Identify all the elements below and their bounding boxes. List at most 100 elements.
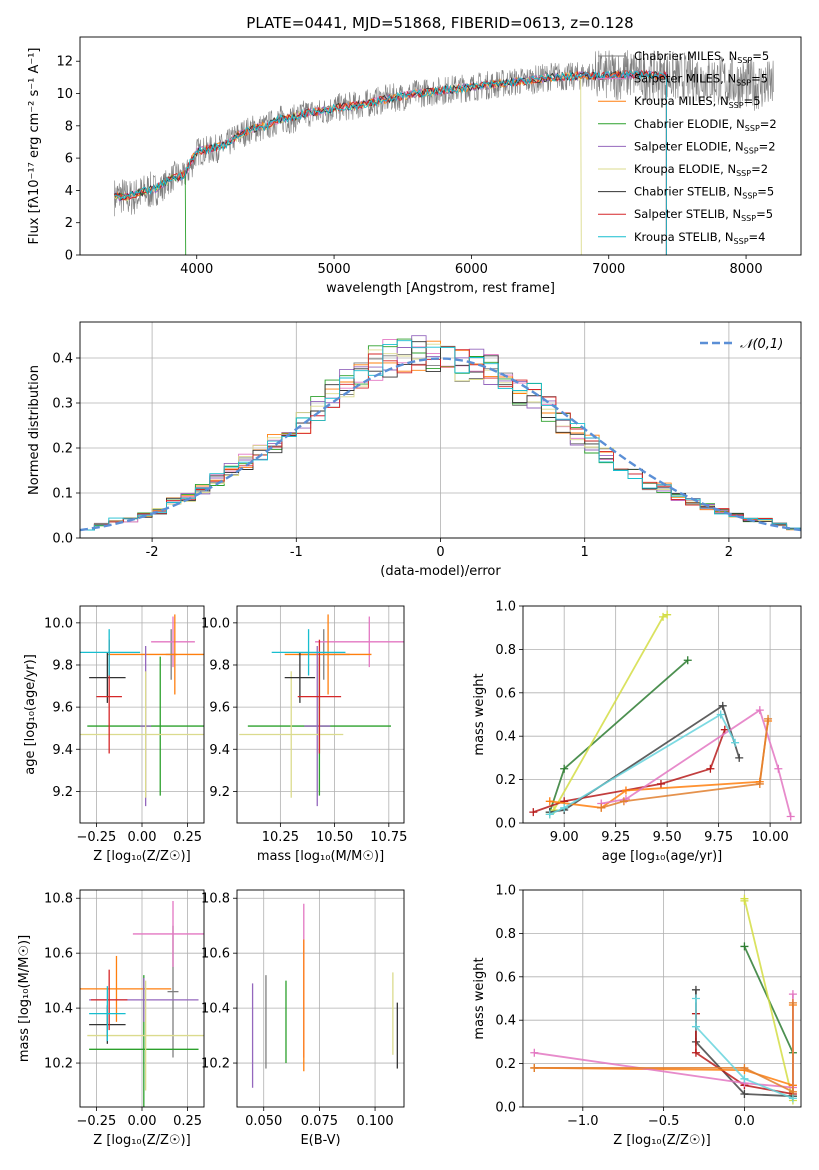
weight-vs-age-xtick-label: 9.25 xyxy=(601,830,630,845)
age-vs-z-ylabel: age [log₁₀(age/yr)] xyxy=(23,654,38,775)
weight-point xyxy=(545,797,554,806)
legend-entry: Chabrier MILES, NSSP=5 xyxy=(634,49,769,65)
residuals-xtick-label: 1 xyxy=(581,545,589,560)
weight-point xyxy=(755,706,764,715)
weight-point xyxy=(716,710,725,719)
legend-entry: Salpeter ELODIE, NSSP=2 xyxy=(634,139,776,155)
weight-line xyxy=(549,713,736,816)
mass-vs-z-ytick-label: 10.2 xyxy=(44,1057,73,1072)
mass-vs-ebv-xtick-label: 0.075 xyxy=(301,1114,338,1129)
spectrum-ytick-label: 0 xyxy=(65,249,73,264)
weight-point xyxy=(740,1074,749,1083)
spectrum-xtick-label: 6000 xyxy=(455,262,488,277)
age-vs-mass-panel: 10.25 10.50 10.75 9.2 9.4 9.6 9.8 10.0 mass [log… xyxy=(201,605,407,864)
weight-vs-age-ytick-label: 0.6 xyxy=(495,686,516,701)
mass-vs-z-ytick-label: 10.6 xyxy=(44,947,73,962)
mass-vs-z-xlabel: Z [log₁₀(Z/Z☉)] xyxy=(93,1133,190,1148)
weight-vs-z-xtick-label: −1.0 xyxy=(567,1114,599,1129)
age-vs-mass-plot-area xyxy=(239,614,404,807)
mass-vs-z-panel: −0.25 0.00 0.25 10.2 10.4 10.6 10.8 Z [log₁₀(Z/… xyxy=(17,889,205,1148)
mass-vs-z-ytick-label: 10.8 xyxy=(44,892,73,907)
residuals-ytick-label: 0.2 xyxy=(52,442,73,457)
weight-vs-age-ytick-label: 0.4 xyxy=(495,730,516,745)
age-vs-z-xtick-label: 0.25 xyxy=(173,830,202,845)
weight-vs-age-frame xyxy=(522,605,802,824)
age-vs-mass-ytick-label: 9.6 xyxy=(209,701,230,716)
spectrum-model-line xyxy=(114,70,667,255)
residuals-xtick-label: -2 xyxy=(146,545,159,560)
normal-curve xyxy=(80,357,801,532)
residuals-plot-area xyxy=(80,335,801,538)
weight-line xyxy=(695,998,794,1100)
age-vs-mass-ytick-label: 10.0 xyxy=(201,616,230,631)
normal-legend-label: 𝒩(0,1) xyxy=(740,337,783,352)
weight-vs-age-ylabel: mass weight xyxy=(472,673,487,755)
spectrum-model-line xyxy=(114,70,667,255)
weight-point xyxy=(659,612,668,621)
mass-vs-ebv-panel: 0.050 0.075 0.100 10.2 10.4 10.6 10.8 E(B-V) xyxy=(201,889,405,1148)
mass-vs-ebv-ytick-label: 10.4 xyxy=(201,1002,230,1017)
weight-point xyxy=(691,994,700,1003)
mass-vs-ebv-frame xyxy=(236,889,405,1108)
weight-vs-z-ylabel: mass weight xyxy=(472,957,487,1039)
legend-entry: Salpeter MILES, NSSP=5 xyxy=(634,72,768,88)
mass-vs-ebv-xtick-label: 0.100 xyxy=(356,1114,393,1129)
weight-vs-age-panel: 9.00 9.25 9.50 9.75 10.00 0.0 0.2 0.4 0.6 0.8 1.0 a… xyxy=(472,600,802,864)
weight-vs-age-xtick-label: 9.50 xyxy=(653,830,682,845)
weight-vs-age-plot-area xyxy=(529,610,795,821)
weight-point xyxy=(774,764,783,773)
weight-vs-z-panel: −1.0 −0.5 0.0 0.0 0.2 0.4 0.6 0.8 1.0 Z [log₁₀(Z/… xyxy=(472,884,802,1148)
weight-point xyxy=(691,985,700,994)
age-vs-z-ytick-label: 9.4 xyxy=(52,743,73,758)
age-vs-z-ytick-label: 10.0 xyxy=(44,616,73,631)
residuals-ytick-label: 0.0 xyxy=(52,532,73,547)
weight-vs-z-ytick-label: 0.8 xyxy=(495,927,516,942)
mass-vs-z-xtick-label: −0.25 xyxy=(76,1114,116,1129)
weight-point xyxy=(740,1089,749,1098)
age-vs-mass-xtick-label: 10.50 xyxy=(316,830,353,845)
spectrum-legend: Chabrier MILES, NSSP=5 Salpeter MILES, NS… xyxy=(598,49,777,246)
age-vs-mass-ytick-label: 9.8 xyxy=(209,658,230,673)
mass-vs-z-ylabel: mass [log₁₀(M/M☉)] xyxy=(17,935,32,1062)
weight-point xyxy=(788,990,797,999)
spectrum-ytick-label: 8 xyxy=(65,119,73,134)
spectrum-xtick-label: 5000 xyxy=(318,262,351,277)
weight-point xyxy=(691,1048,700,1057)
weight-point xyxy=(529,808,538,817)
residuals-panel: -2 -1 0 1 2 0.0 0.1 0.2 0.3 0.4 (data-model)/error… xyxy=(27,321,802,579)
weight-point xyxy=(786,812,795,821)
spectrum-ytick-label: 4 xyxy=(65,184,73,199)
legend-entry: Chabrier ELODIE, NSSP=2 xyxy=(634,117,777,133)
weight-point xyxy=(683,656,692,665)
legend-entry: Salpeter STELIB, NSSP=5 xyxy=(634,207,773,223)
mass-vs-ebv-ytick-label: 10.8 xyxy=(201,892,230,907)
weight-vs-age-xtick-label: 10.00 xyxy=(752,830,789,845)
mass-vs-ebv-plot-area xyxy=(251,903,398,1088)
age-vs-mass-xtick-label: 10.25 xyxy=(262,830,299,845)
figure-title: PLATE=0441, MJD=51868, FIBERID=0613, z=0… xyxy=(246,14,633,32)
weight-point xyxy=(560,803,569,812)
age-vs-z-ytick-label: 9.6 xyxy=(52,701,73,716)
weight-vs-age-xtick-label: 9.00 xyxy=(550,830,579,845)
weight-point xyxy=(619,797,628,806)
age-vs-z-ytick-label: 9.2 xyxy=(52,785,73,800)
age-vs-mass-frame xyxy=(236,605,405,824)
weight-point xyxy=(530,1048,539,1057)
age-vs-mass-xlabel: mass [log₁₀(M/M☉)] xyxy=(257,849,384,864)
weight-vs-age-ytick-label: 0.8 xyxy=(495,643,516,658)
spectrum-model-line xyxy=(113,69,667,255)
weight-vs-z-ytick-label: 0.0 xyxy=(495,1101,516,1116)
mass-vs-z-frame xyxy=(79,889,205,1108)
weight-line xyxy=(743,898,794,1101)
residuals-xtick-label: 2 xyxy=(725,545,733,560)
weight-vs-z-ytick-label: 1.0 xyxy=(495,884,516,899)
weight-point xyxy=(706,764,715,773)
weight-point xyxy=(740,1063,749,1072)
weight-vs-age-xtick-label: 9.75 xyxy=(704,830,733,845)
spectrum-ytick-label: 12 xyxy=(56,55,73,70)
residuals-ytick-label: 0.3 xyxy=(52,397,73,412)
spectrum-ytick-label: 2 xyxy=(65,216,73,231)
residuals-xlabel: (data-model)/error xyxy=(380,564,501,579)
weight-vs-age-xlabel: age [log₁₀(age/yr)] xyxy=(602,849,723,864)
spectrum-xtick-label: 4000 xyxy=(180,262,213,277)
